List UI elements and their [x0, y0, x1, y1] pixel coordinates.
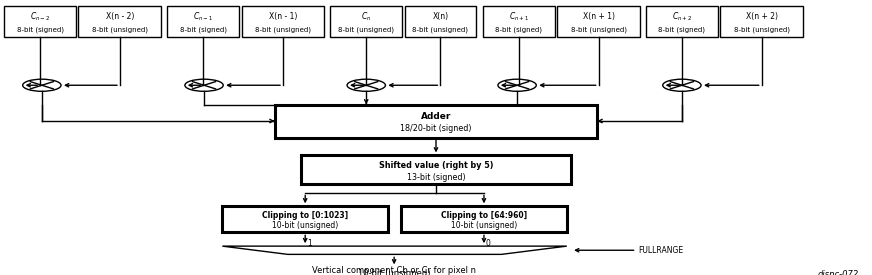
Circle shape [347, 79, 385, 91]
Bar [4, 6, 76, 37]
Bar [242, 6, 324, 37]
Text: X(n + 1): X(n + 1) [582, 12, 615, 21]
Bar [483, 6, 555, 37]
Text: X(n + 2): X(n + 2) [746, 12, 778, 21]
Text: 8-bit (signed): 8-bit (signed) [658, 27, 705, 34]
Text: dispc-072: dispc-072 [818, 270, 859, 275]
Text: X(n - 2): X(n - 2) [106, 12, 134, 21]
Text: 1: 1 [307, 239, 312, 248]
Text: $C_{n+2}$: $C_{n+2}$ [671, 10, 692, 23]
Bar [301, 155, 571, 184]
Text: 8-bit (signed): 8-bit (signed) [180, 27, 227, 34]
Text: Clipping to [0:1023]: Clipping to [0:1023] [262, 211, 348, 220]
Text: Shifted value (right by 5): Shifted value (right by 5) [378, 161, 494, 170]
Bar [330, 6, 402, 37]
Text: 10-bit (unsigned): 10-bit (unsigned) [451, 221, 517, 230]
Text: Adder: Adder [421, 112, 451, 120]
Text: 10-bit (unsigned): 10-bit (unsigned) [272, 221, 338, 230]
Bar [646, 6, 718, 37]
Bar [557, 6, 640, 37]
Text: 8-bit (unsigned): 8-bit (unsigned) [92, 27, 148, 34]
Text: 8-bit (signed): 8-bit (signed) [495, 27, 542, 34]
Text: Vertical component Cb or Cr for pixel n: Vertical component Cb or Cr for pixel n [312, 266, 476, 274]
Text: 8-bit (signed): 8-bit (signed) [17, 27, 64, 34]
Text: X(n): X(n) [433, 12, 448, 21]
Bar [275, 104, 597, 138]
Bar [401, 206, 567, 232]
Text: $C_{n+1}$: $C_{n+1}$ [508, 10, 529, 23]
Text: FULLRANGE: FULLRANGE [638, 246, 684, 255]
Text: 13-bit (signed): 13-bit (signed) [406, 172, 466, 182]
Bar [222, 206, 388, 232]
Text: Clipping to [64:960]: Clipping to [64:960] [441, 211, 527, 220]
Text: 0: 0 [486, 239, 491, 248]
Text: 18/20-bit (signed): 18/20-bit (signed) [400, 124, 472, 133]
Text: $C_{n-2}$: $C_{n-2}$ [30, 10, 51, 23]
Text: 8-bit (unsigned): 8-bit (unsigned) [412, 27, 468, 34]
Bar [78, 6, 161, 37]
Circle shape [498, 79, 536, 91]
Bar [720, 6, 803, 37]
Polygon shape [222, 246, 567, 254]
Text: X(n - 1): X(n - 1) [269, 12, 297, 21]
Circle shape [663, 79, 701, 91]
Text: 8-bit (unsigned): 8-bit (unsigned) [338, 27, 394, 34]
Bar [405, 6, 476, 37]
Text: $C_{n-1}$: $C_{n-1}$ [193, 10, 214, 23]
Bar [167, 6, 239, 37]
Text: $C_{n}$: $C_{n}$ [361, 10, 371, 23]
Text: 8-bit (unsigned): 8-bit (unsigned) [255, 27, 311, 34]
Circle shape [185, 79, 223, 91]
Text: 10-bit (unsigned): 10-bit (unsigned) [358, 270, 431, 275]
Text: 8-bit (unsigned): 8-bit (unsigned) [733, 27, 790, 34]
Text: 8-bit (unsigned): 8-bit (unsigned) [570, 27, 627, 34]
Circle shape [23, 79, 61, 91]
